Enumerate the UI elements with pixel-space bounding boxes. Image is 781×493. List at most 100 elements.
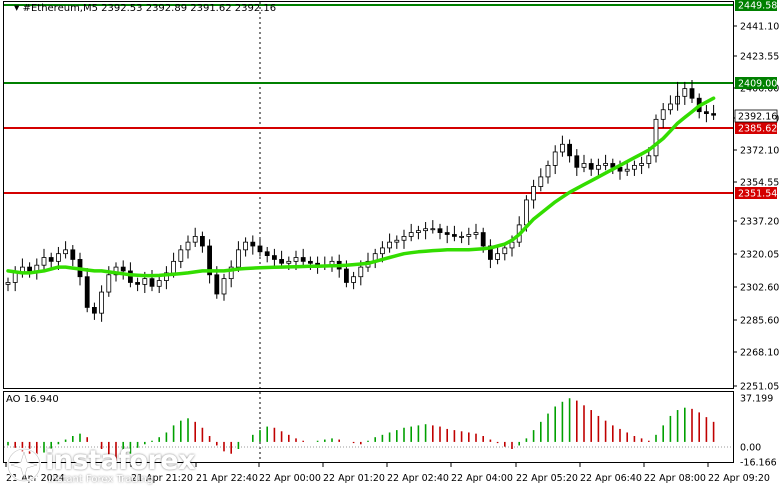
candle-body bbox=[451, 234, 457, 237]
candle-body bbox=[459, 236, 465, 238]
candle-body bbox=[639, 163, 644, 166]
candle-body bbox=[574, 155, 580, 168]
time-axis-label: 22 Apr 08:00 bbox=[644, 473, 706, 484]
level-price-tag bbox=[735, 0, 777, 11]
candle-body bbox=[466, 234, 472, 237]
candle-body bbox=[581, 163, 587, 168]
candle-body bbox=[415, 230, 421, 233]
level-price-tag bbox=[735, 77, 777, 89]
current-price-label: 2392.16 bbox=[738, 112, 777, 123]
time-axis-label: 22 Apr 04:00 bbox=[451, 473, 513, 484]
candle-body bbox=[156, 280, 162, 287]
candle-body bbox=[711, 113, 716, 116]
time-axis-label: 22 Apr 09:20 bbox=[708, 473, 770, 484]
candle-body bbox=[56, 253, 61, 262]
candle-body bbox=[178, 249, 184, 262]
candle-body bbox=[92, 307, 97, 314]
candle-body bbox=[207, 245, 213, 276]
candle-body bbox=[250, 241, 256, 247]
ohlc-values: 2392.53 2392.89 2391.62 2392.16 bbox=[101, 3, 277, 14]
main-chart-frame bbox=[3, 1, 734, 389]
candle-body bbox=[127, 270, 133, 283]
level-price-tag-label: 2409.00 bbox=[738, 79, 777, 90]
price-axis-label: 2337.20 bbox=[740, 217, 779, 228]
time-axis-label: 21 Apr 22:40 bbox=[196, 473, 258, 484]
candle-body bbox=[646, 155, 652, 164]
candle-body bbox=[437, 228, 443, 233]
level-price-tag-label: 2449.58 bbox=[738, 1, 777, 12]
ao-axis-label: -16.166 bbox=[740, 458, 777, 469]
candle-body bbox=[84, 276, 90, 308]
candle-body bbox=[624, 168, 630, 172]
candle-body bbox=[545, 164, 551, 178]
ao-indicator-title: AO 16.940 bbox=[6, 394, 59, 405]
price-axis-label: 2441.10 bbox=[740, 22, 779, 33]
candle-body bbox=[552, 151, 558, 166]
candle-body bbox=[351, 276, 357, 283]
time-axis-label: 22 Apr 00:00 bbox=[259, 473, 321, 484]
price-axis-label: 2251.05 bbox=[740, 382, 779, 393]
candle-body bbox=[343, 268, 349, 283]
price-axis-label: 2354.55 bbox=[740, 178, 779, 189]
candle-body bbox=[307, 260, 313, 264]
candle-body bbox=[401, 236, 407, 241]
candle-body bbox=[135, 282, 141, 285]
time-axis-label: 21 Apr 21:20 bbox=[131, 473, 193, 484]
candle-body bbox=[682, 88, 688, 97]
current-price-tag bbox=[734, 109, 778, 123]
symbol-label: #Ethereum,M5 bbox=[22, 3, 98, 14]
candle-body bbox=[99, 291, 104, 314]
candle-body bbox=[473, 232, 479, 235]
candle-body bbox=[524, 199, 529, 226]
moving-average-line bbox=[6, 96, 716, 278]
candle-body bbox=[502, 247, 508, 255]
instaforex-logo-icon bbox=[6, 447, 42, 483]
candle-body bbox=[106, 274, 112, 293]
price-axis-label: 2285.60 bbox=[740, 316, 779, 327]
candle-body bbox=[235, 249, 241, 268]
price-axis-label: 2320.05 bbox=[740, 250, 779, 261]
candle-body bbox=[171, 260, 177, 274]
candle-body bbox=[660, 109, 666, 120]
price-axis-label: 2268.10 bbox=[740, 348, 779, 359]
ao-axis-label: 37.199 bbox=[740, 394, 773, 405]
candle-body bbox=[408, 232, 414, 237]
candle-body bbox=[41, 257, 47, 266]
level-price-tag-label: 2385.62 bbox=[738, 124, 777, 135]
candle-body bbox=[12, 272, 18, 283]
candle-body bbox=[379, 247, 385, 255]
candle-body bbox=[120, 266, 126, 272]
watermark-brand: instaforex bbox=[45, 445, 196, 476]
price-axis-label: 2372.10 bbox=[740, 146, 779, 157]
candle-body bbox=[495, 253, 501, 260]
candle-body bbox=[603, 163, 608, 166]
instaforex-watermark: instaforex Instant Forex Trading bbox=[6, 443, 196, 487]
candle-body bbox=[531, 186, 536, 201]
level-price-tag bbox=[735, 187, 777, 199]
watermark-tagline: Instant Forex Trading bbox=[48, 474, 154, 485]
candle-body bbox=[271, 255, 277, 260]
candle-body bbox=[567, 143, 572, 157]
candle-body bbox=[632, 164, 637, 170]
candle-body bbox=[387, 241, 393, 249]
candle-body bbox=[228, 266, 234, 280]
time-axis-label: 22 Apr 01:20 bbox=[323, 473, 385, 484]
candle-body bbox=[48, 257, 54, 262]
collapse-arrow-icon[interactable]: ▼ bbox=[14, 4, 20, 12]
candle-body bbox=[243, 241, 249, 251]
candle-body bbox=[27, 266, 33, 272]
candle-body bbox=[279, 259, 285, 264]
candle-body bbox=[596, 164, 601, 170]
time-axis-label: 22 Apr 02:40 bbox=[387, 473, 449, 484]
candle-body bbox=[70, 249, 76, 260]
candle-body bbox=[668, 103, 673, 111]
candle-body bbox=[588, 163, 594, 170]
candle-body bbox=[509, 241, 515, 249]
candle-body bbox=[423, 228, 429, 232]
candle-body bbox=[704, 111, 709, 114]
candle-body bbox=[430, 228, 436, 231]
candle-body bbox=[653, 118, 659, 157]
candle-body bbox=[199, 236, 205, 247]
